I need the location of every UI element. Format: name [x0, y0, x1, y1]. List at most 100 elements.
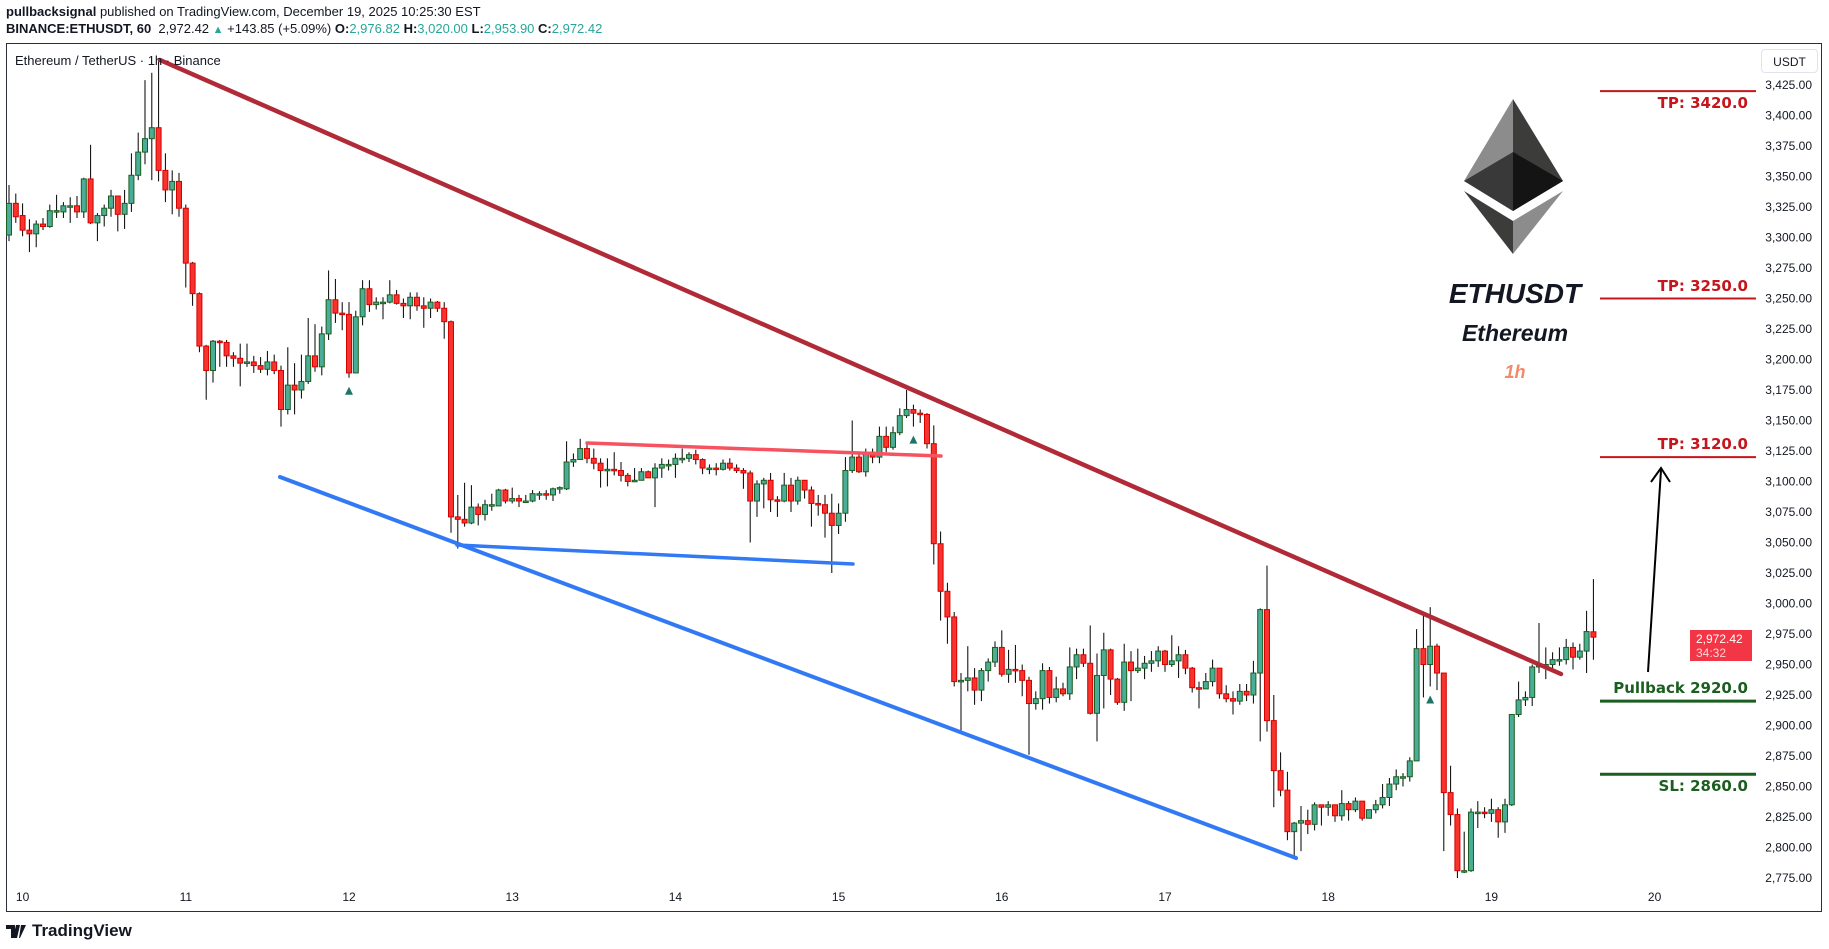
- time-tick-label: 10: [16, 890, 30, 904]
- close-value: 2,972.42: [551, 21, 603, 36]
- price-axis: 3,425.00 3,400.00 3,375.00 3,350.00 3,325.00…: [1765, 78, 1812, 885]
- resistance-trendline[interactable]: [157, 57, 1564, 677]
- candle: [407, 292, 414, 320]
- candle-body: [1359, 800, 1366, 819]
- candle: [1202, 673, 1209, 690]
- candle: [903, 390, 910, 419]
- price-tick-label: 3,425.00: [1765, 78, 1812, 92]
- candle: [223, 339, 230, 367]
- candle-body: [883, 435, 890, 448]
- candle-body: [182, 207, 189, 264]
- candle-body: [1440, 672, 1447, 794]
- chart-legend-title[interactable]: Ethereum / TetherUS · 1h · Binance: [15, 53, 221, 68]
- ethereum-logo-icon: [1464, 99, 1563, 254]
- candle: [1264, 565, 1270, 732]
- flag-bottom-line[interactable]: [455, 543, 855, 566]
- candle-body: [597, 462, 604, 472]
- candle-body: [244, 361, 250, 364]
- candle-body: [1461, 870, 1468, 873]
- candle: [1039, 663, 1046, 710]
- candle-body: [1209, 667, 1216, 683]
- candle: [1461, 831, 1468, 874]
- candle-body: [1304, 820, 1311, 825]
- candle-body: [1515, 699, 1522, 716]
- candle: [1515, 681, 1522, 717]
- candle-body: [1529, 666, 1536, 698]
- candle: [182, 204, 189, 288]
- candle: [1134, 648, 1141, 674]
- candle: [876, 426, 883, 464]
- candle-body: [264, 361, 271, 370]
- candle-body: [1264, 609, 1270, 722]
- candle: [468, 485, 475, 525]
- candle: [414, 292, 420, 311]
- candle: [611, 452, 618, 476]
- candle-body: [1427, 645, 1434, 666]
- candle-body: [713, 467, 720, 471]
- candle-body: [80, 178, 87, 213]
- candle-body: [794, 479, 801, 502]
- candle: [1155, 646, 1162, 667]
- candle-body: [978, 670, 985, 691]
- candle: [1073, 648, 1080, 680]
- candle: [597, 458, 604, 488]
- candle: [1284, 771, 1291, 841]
- price-tick-label: 3,025.00: [1765, 566, 1812, 580]
- candle: [1549, 652, 1556, 669]
- chart-frame[interactable]: [6, 43, 1822, 912]
- candle-body: [604, 468, 611, 472]
- candle: [822, 494, 828, 538]
- candle: [536, 491, 543, 500]
- candle: [1440, 672, 1447, 852]
- price-tick-label: 2,850.00: [1765, 780, 1812, 794]
- symbol-info-bar: BINANCE:ETHUSDT, 60 2,972.42 ▲ +143.85 (…: [6, 21, 602, 36]
- candle: [1094, 653, 1100, 742]
- candle: [1542, 647, 1549, 680]
- candle-body: [420, 305, 427, 309]
- candle-body: [223, 341, 230, 357]
- tradingview-footer[interactable]: TradingView: [6, 921, 132, 941]
- candle-body: [162, 169, 169, 191]
- candle: [1400, 773, 1406, 787]
- candle: [998, 630, 1005, 677]
- price-tick-label: 2,900.00: [1765, 719, 1812, 733]
- currency-button[interactable]: USDT: [1761, 49, 1818, 73]
- candle: [930, 425, 937, 565]
- author-name[interactable]: pullbacksignal: [6, 4, 97, 19]
- candle-body: [781, 484, 788, 502]
- time-tick-label: 17: [1158, 890, 1172, 904]
- candle: [1196, 681, 1202, 709]
- price-tick-label: 3,375.00: [1765, 139, 1812, 153]
- price-tick-label: 3,275.00: [1765, 261, 1812, 275]
- last-price-text: 2,972.42: [1696, 632, 1743, 646]
- candle-body: [1583, 631, 1590, 652]
- candle: [985, 658, 992, 682]
- candle: [128, 153, 135, 212]
- candle-body: [448, 321, 454, 518]
- candle-body: [495, 489, 502, 507]
- candles-layer: [6, 59, 1597, 878]
- candle-body: [271, 361, 278, 371]
- projection-arrow[interactable]: [1647, 469, 1662, 673]
- candle: [992, 641, 998, 667]
- candle: [692, 449, 699, 465]
- candle: [230, 352, 237, 367]
- candle-body: [1080, 654, 1087, 664]
- candle: [1250, 660, 1257, 704]
- support-trendline[interactable]: [278, 475, 1298, 860]
- candle-body: [1148, 660, 1155, 664]
- candle: [298, 354, 305, 399]
- candle-body: [210, 340, 216, 371]
- candle-body: [1352, 800, 1359, 811]
- candle-body: [1372, 804, 1379, 811]
- candle: [114, 195, 121, 232]
- candle: [1434, 643, 1440, 691]
- flag-top-line[interactable]: [585, 441, 943, 458]
- candle: [910, 404, 917, 427]
- candle: [958, 673, 964, 731]
- candle: [509, 487, 516, 504]
- time-tick-label: 20: [1648, 890, 1662, 904]
- candle-body: [590, 457, 597, 464]
- candle-body: [767, 479, 774, 501]
